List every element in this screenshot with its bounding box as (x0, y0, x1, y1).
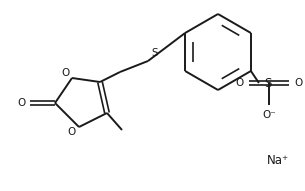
Text: O: O (294, 78, 302, 88)
Text: S: S (151, 48, 158, 58)
Text: O: O (236, 78, 244, 88)
Text: S: S (264, 77, 271, 90)
Text: O: O (68, 127, 76, 137)
Text: O⁻: O⁻ (262, 110, 276, 120)
Text: Na⁺: Na⁺ (267, 154, 289, 167)
Text: O: O (18, 98, 26, 108)
Text: O: O (62, 68, 70, 78)
